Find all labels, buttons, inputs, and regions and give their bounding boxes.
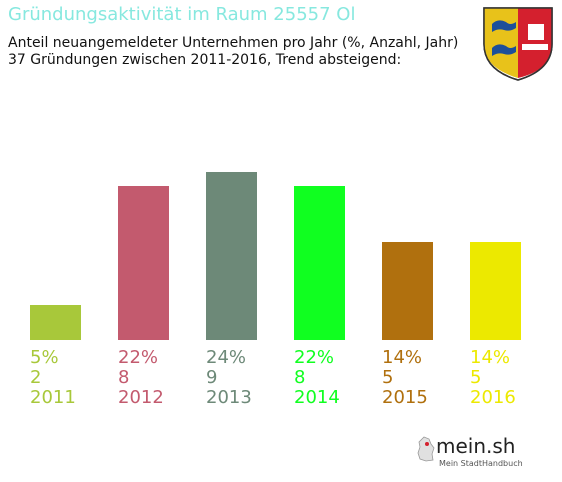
bar-2015 [382, 242, 433, 340]
logo-name: mein.sh [436, 434, 516, 458]
bar-2016 [470, 242, 521, 340]
year-label-2016: 2016 [470, 387, 516, 408]
count-label-2013: 9 [206, 367, 218, 388]
year-label-2011: 2011 [30, 387, 76, 408]
count-label-2014: 8 [294, 367, 306, 388]
count-label-2015: 5 [382, 367, 394, 388]
percent-label-2012: 22% [118, 347, 159, 368]
subtitle-line-1: Anteil neuangemeldeter Unternehmen pro J… [8, 35, 459, 51]
mein-sh-logo: mein.sh Mein StadtHandbuch [414, 432, 526, 474]
bar-2013 [206, 172, 257, 340]
germany-map-icon [417, 436, 435, 462]
subtitle-line-2: 37 Gründungen zwischen 2011-2016, Trend … [8, 52, 402, 68]
count-label-2016: 5 [470, 367, 482, 388]
chart-title: Gründungsaktivität im Raum 25557 Ol [8, 4, 356, 25]
percent-label-2013: 24% [206, 347, 247, 368]
count-label-2011: 2 [30, 367, 42, 388]
schleswig-holstein-coat-of-arms-icon [483, 7, 553, 81]
bar-2012 [118, 186, 169, 340]
percent-label-2016: 14% [470, 347, 511, 368]
bar-2014 [294, 186, 345, 340]
logo-tagline: Mein StadtHandbuch [439, 459, 523, 468]
bar-2011 [30, 305, 81, 340]
count-label-2012: 8 [118, 367, 130, 388]
year-label-2014: 2014 [294, 387, 340, 408]
percent-label-2014: 22% [294, 347, 335, 368]
year-label-2013: 2013 [206, 387, 252, 408]
percent-label-2011: 5% [30, 347, 59, 368]
percent-label-2015: 14% [382, 347, 423, 368]
year-label-2012: 2012 [118, 387, 164, 408]
year-label-2015: 2015 [382, 387, 428, 408]
